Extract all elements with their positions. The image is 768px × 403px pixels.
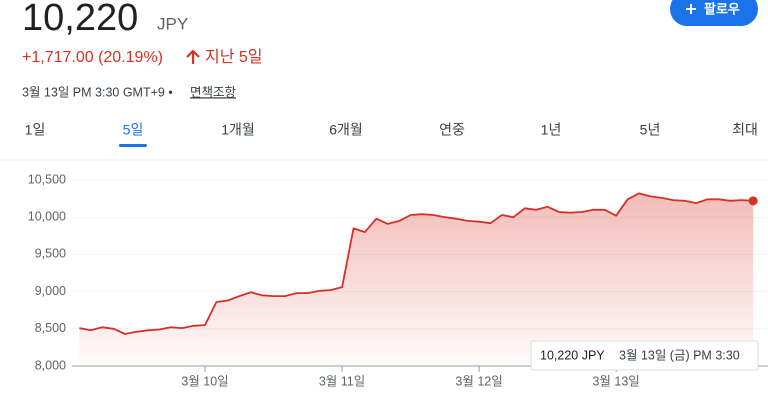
change: +1,717.00 (20.19%) bbox=[22, 49, 163, 66]
button-label: 팔로우 bbox=[704, 1, 740, 16]
price-line bbox=[79, 192, 754, 335]
currency: JPY bbox=[157, 14, 188, 33]
tab-underline bbox=[119, 144, 147, 147]
button-bg bbox=[670, 0, 758, 26]
x-tick-label: 3월 12일 bbox=[455, 374, 502, 388]
tooltip-box bbox=[530, 340, 759, 371]
follow-button[interactable]: 팔로우 bbox=[670, 0, 758, 26]
tooltip-value: 10,220 JPY bbox=[540, 348, 605, 362]
last-point bbox=[748, 196, 758, 206]
y-tick-label: 10,000 bbox=[28, 209, 66, 223]
down-arrow-icon bbox=[186, 49, 200, 64]
tooltip: 10,220 JPY 3월 13일 (금) PM 3:30 bbox=[530, 340, 759, 371]
y-tick-label: 8,500 bbox=[35, 321, 66, 335]
chart: 8,000 8,500 9,000 9,500 10,000 10,500 3월 10일 3월… bbox=[28, 172, 768, 388]
y-tick-label: 10,500 bbox=[28, 172, 66, 186]
tab[interactable]: 1일 bbox=[25, 122, 46, 138]
y-tick-label: 9,500 bbox=[35, 247, 66, 261]
tab[interactable]: 5년 bbox=[640, 122, 661, 138]
y-tick-label: 9,000 bbox=[35, 284, 66, 298]
y-tick-label: 8,000 bbox=[35, 358, 66, 372]
plus-icon bbox=[686, 4, 696, 14]
tab[interactable]: 1년 bbox=[541, 122, 562, 138]
x-tick-label: 3월 10일 bbox=[181, 374, 228, 388]
tab[interactable]: 1개월 bbox=[221, 122, 255, 138]
x-tick-label: 3월 13일 bbox=[592, 374, 639, 388]
tooltip-time: 3월 13일 (금) PM 3:30 bbox=[619, 348, 740, 362]
price: 10,220 bbox=[22, 0, 138, 39]
tab[interactable]: 6개월 bbox=[329, 122, 363, 138]
area bbox=[79, 193, 754, 366]
period: 지난 5일 bbox=[205, 48, 263, 66]
x-tick-label: 3월 11일 bbox=[319, 374, 365, 388]
tab[interactable]: 5일 bbox=[123, 122, 144, 138]
tab[interactable]: 최대 bbox=[732, 122, 758, 138]
disclaimer-link[interactable]: 면책조항 bbox=[190, 84, 237, 99]
tabs: 1일 5일 1개월 6개월 연중 1년 5년 최대 bbox=[25, 122, 758, 147]
timestamp: 3월 13일 PM 3:30 GMT+9 • bbox=[22, 85, 173, 99]
tab[interactable]: 연중 bbox=[439, 122, 465, 138]
